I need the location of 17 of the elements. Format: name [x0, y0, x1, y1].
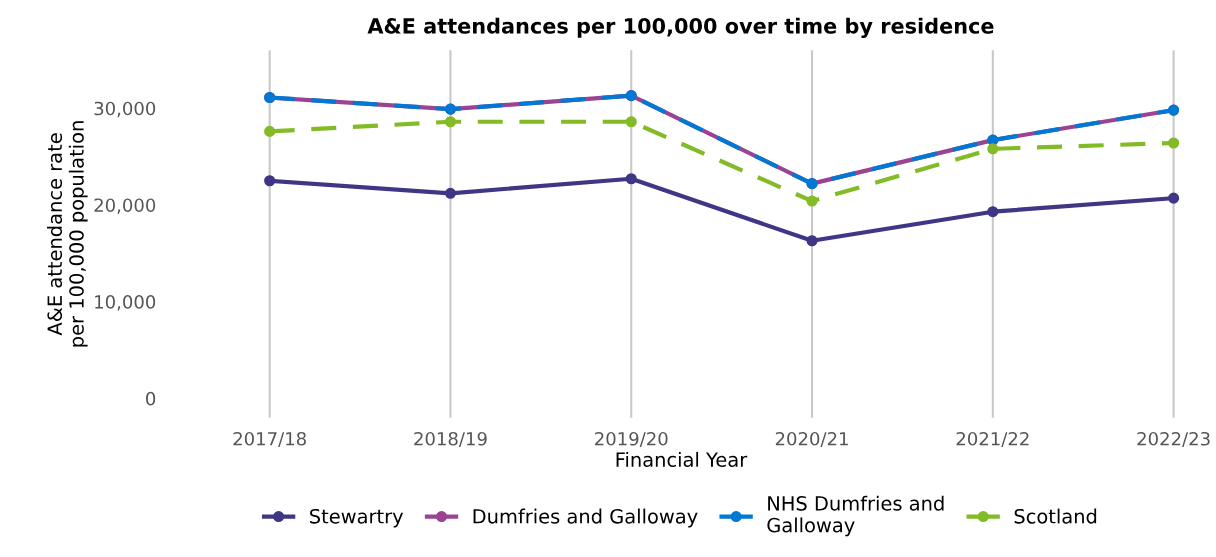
x-tick-label: 2017/18	[233, 431, 306, 448]
chart-title: A&E attendances per 100,000 over time by residence	[367, 17, 994, 38]
x-tick-label: 2018/19	[414, 431, 487, 448]
legend-label: NHS Dumfries and Galloway	[767, 495, 944, 537]
x-axis-title: Financial Year	[616, 451, 748, 467]
x-tick-label: 2019/20	[595, 431, 668, 448]
y-tick-label: 10,000	[95, 295, 156, 311]
x-tick-label: 2020/21	[775, 431, 848, 448]
y-tick-label: 20,000	[94, 198, 156, 214]
x-tick-label: 2022/23	[1137, 431, 1210, 448]
legend-label: Scotland	[1014, 508, 1097, 524]
y-tick-label: 0	[146, 391, 156, 406]
y-tick-label: 30,000	[94, 101, 156, 118]
x-tick-label: 2021/22	[956, 431, 1029, 448]
legend-label: Stewartry	[310, 508, 404, 528]
y-axis-title: A&E attendance rate per 100,000 population	[47, 121, 88, 347]
legend-label: Dumfries and Galloway	[473, 508, 698, 528]
